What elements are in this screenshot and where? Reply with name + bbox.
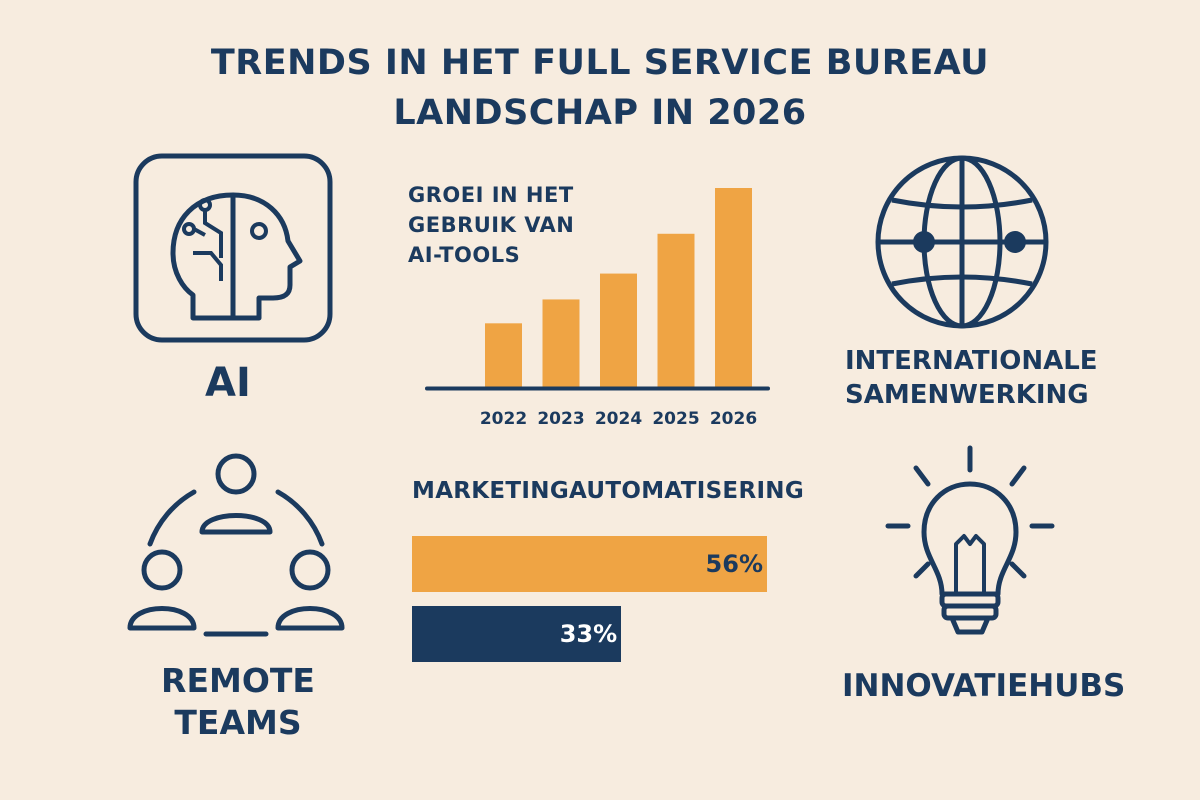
page-title-line1: TRENDS IN HET FULL SERVICE BUREAU: [210, 43, 990, 83]
page-title: TRENDS IN HET FULL SERVICE BUREAU LANDSC…: [0, 38, 1200, 138]
ai-label: AI: [205, 360, 251, 406]
chart-title-line1: GROEI IN HET: [408, 183, 574, 207]
ai-tools-chart-title: GROEI IN HET GEBRUIK VAN AI-TOOLS: [408, 180, 574, 270]
bar-2023: [542, 299, 580, 387]
tick-label-2022: 2022: [480, 409, 527, 429]
tick-label-2023: 2023: [537, 409, 584, 429]
bar-2022: [485, 323, 522, 387]
marketing-automation-bar-1: 56%: [412, 536, 767, 592]
chart-title-line2: GEBRUIK VAN: [408, 213, 575, 237]
marketing-automation-bar-1-label: 56%: [705, 550, 763, 578]
globe-icon: [875, 155, 1049, 329]
marketing-automation-bar-2: 33%: [412, 606, 622, 662]
innovation-hubs-label: INNOVATIEHUBS: [842, 668, 1126, 704]
remote-teams-label-line2: TEAMS: [174, 703, 302, 742]
marketing-automation-bar-2-label: 33%: [559, 620, 618, 648]
tick-label-2026: 2026: [710, 409, 757, 429]
remote-teams-label-line1: REMOTE: [161, 661, 315, 700]
tick-label-2024: 2024: [595, 409, 642, 429]
chart-title-line3: AI-TOOLS: [408, 243, 521, 267]
page-title-line2: LANDSCHAP IN 2026: [393, 93, 807, 133]
international-label: INTERNATIONALE SAMENWERKING: [845, 344, 1098, 412]
international-label-line1: INTERNATIONALE: [845, 346, 1098, 376]
bar-2026: [715, 188, 752, 387]
remote-teams-label: REMOTE TEAMS: [158, 660, 318, 744]
bar-2025: [657, 233, 695, 387]
ai-head-icon: [133, 153, 333, 343]
lightbulb-icon: [885, 445, 1055, 635]
marketing-automation-title: MARKETINGAUTOMATISERING: [412, 478, 805, 504]
tick-label-2025: 2025: [652, 409, 699, 429]
international-label-line2: SAMENWERKING: [845, 380, 1089, 410]
bar-2024: [600, 273, 637, 387]
team-circle-icon: [127, 453, 345, 637]
